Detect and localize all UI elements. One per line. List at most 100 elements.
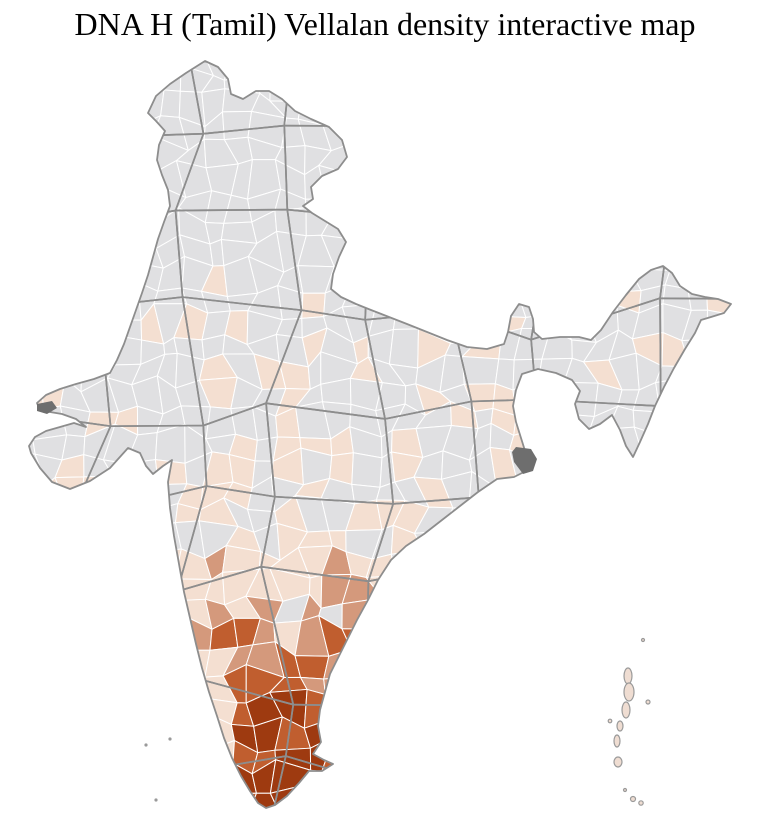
district[interactable] (86, 189, 111, 211)
district[interactable] (535, 114, 563, 153)
district[interactable] (131, 603, 160, 634)
district[interactable] (83, 665, 118, 695)
district[interactable] (87, 233, 113, 266)
district[interactable] (59, 94, 83, 121)
district[interactable] (582, 428, 624, 464)
district[interactable] (566, 256, 598, 297)
district[interactable] (202, 740, 235, 775)
district[interactable] (629, 56, 668, 81)
district[interactable] (416, 189, 454, 215)
district[interactable] (413, 530, 446, 552)
district[interactable] (29, 159, 71, 201)
district[interactable] (706, 145, 738, 174)
district[interactable] (732, 235, 758, 270)
district[interactable] (443, 161, 469, 193)
district[interactable] (392, 620, 422, 652)
district[interactable] (678, 160, 708, 189)
district[interactable] (396, 208, 420, 236)
district[interactable] (560, 167, 594, 198)
district[interactable] (520, 786, 548, 813)
district[interactable] (128, 736, 163, 774)
district[interactable] (86, 162, 118, 193)
district[interactable] (413, 641, 446, 675)
district[interactable] (541, 327, 573, 360)
district[interactable] (703, 519, 737, 558)
district[interactable] (158, 616, 188, 656)
district[interactable] (589, 739, 615, 773)
district[interactable] (705, 386, 730, 416)
district[interactable] (137, 648, 166, 669)
district[interactable] (440, 640, 473, 675)
district[interactable] (703, 494, 737, 535)
district[interactable] (566, 525, 589, 553)
district[interactable] (517, 114, 539, 153)
district[interactable] (702, 338, 733, 368)
district[interactable] (222, 792, 257, 813)
district[interactable] (608, 460, 645, 476)
district[interactable] (736, 619, 761, 646)
district[interactable] (36, 623, 63, 651)
district[interactable] (80, 692, 118, 728)
district[interactable] (445, 88, 469, 120)
district[interactable] (493, 619, 520, 651)
district[interactable] (684, 483, 712, 507)
district[interactable] (69, 162, 88, 200)
district[interactable] (352, 142, 381, 177)
district[interactable] (103, 232, 135, 266)
island[interactable] (622, 787, 628, 793)
district[interactable] (345, 770, 372, 792)
district[interactable] (125, 459, 159, 486)
district[interactable] (582, 260, 618, 293)
district[interactable] (724, 63, 762, 93)
district[interactable] (535, 212, 569, 246)
district[interactable] (680, 714, 719, 751)
island[interactable] (629, 795, 637, 803)
district[interactable] (686, 377, 715, 416)
district[interactable] (588, 63, 619, 100)
district[interactable] (539, 41, 562, 70)
district[interactable] (450, 791, 471, 813)
district[interactable] (419, 40, 452, 79)
district[interactable] (440, 767, 471, 795)
district[interactable] (10, 356, 42, 393)
district[interactable] (176, 792, 214, 813)
island[interactable] (640, 637, 646, 643)
district[interactable] (134, 40, 163, 79)
district[interactable] (644, 602, 665, 633)
district[interactable] (439, 591, 470, 628)
district[interactable] (396, 136, 419, 172)
district[interactable] (33, 47, 70, 81)
district[interactable] (461, 736, 503, 775)
district[interactable] (355, 43, 378, 79)
district[interactable] (724, 41, 753, 76)
district[interactable] (106, 186, 138, 212)
district[interactable] (395, 112, 429, 147)
district[interactable] (679, 119, 713, 147)
district[interactable] (80, 90, 119, 120)
district[interactable] (681, 90, 718, 124)
district[interactable] (29, 146, 71, 164)
district[interactable] (187, 711, 210, 751)
district[interactable] (86, 285, 109, 321)
district[interactable] (253, 40, 286, 78)
district[interactable] (91, 207, 113, 236)
district[interactable] (535, 449, 567, 483)
district[interactable] (749, 358, 770, 391)
district[interactable] (414, 145, 445, 173)
district[interactable] (491, 548, 525, 580)
district[interactable] (55, 567, 91, 599)
district[interactable] (414, 574, 444, 593)
district[interactable] (761, 696, 770, 722)
district[interactable] (14, 40, 35, 81)
district[interactable] (343, 724, 383, 750)
district[interactable] (654, 716, 695, 751)
district[interactable] (61, 640, 91, 671)
island[interactable] (645, 699, 651, 705)
district[interactable] (588, 95, 615, 126)
district[interactable] (31, 547, 68, 585)
district[interactable] (758, 403, 770, 438)
district[interactable] (706, 186, 740, 224)
district[interactable] (187, 696, 205, 724)
district[interactable] (660, 504, 686, 532)
district[interactable] (714, 742, 735, 774)
